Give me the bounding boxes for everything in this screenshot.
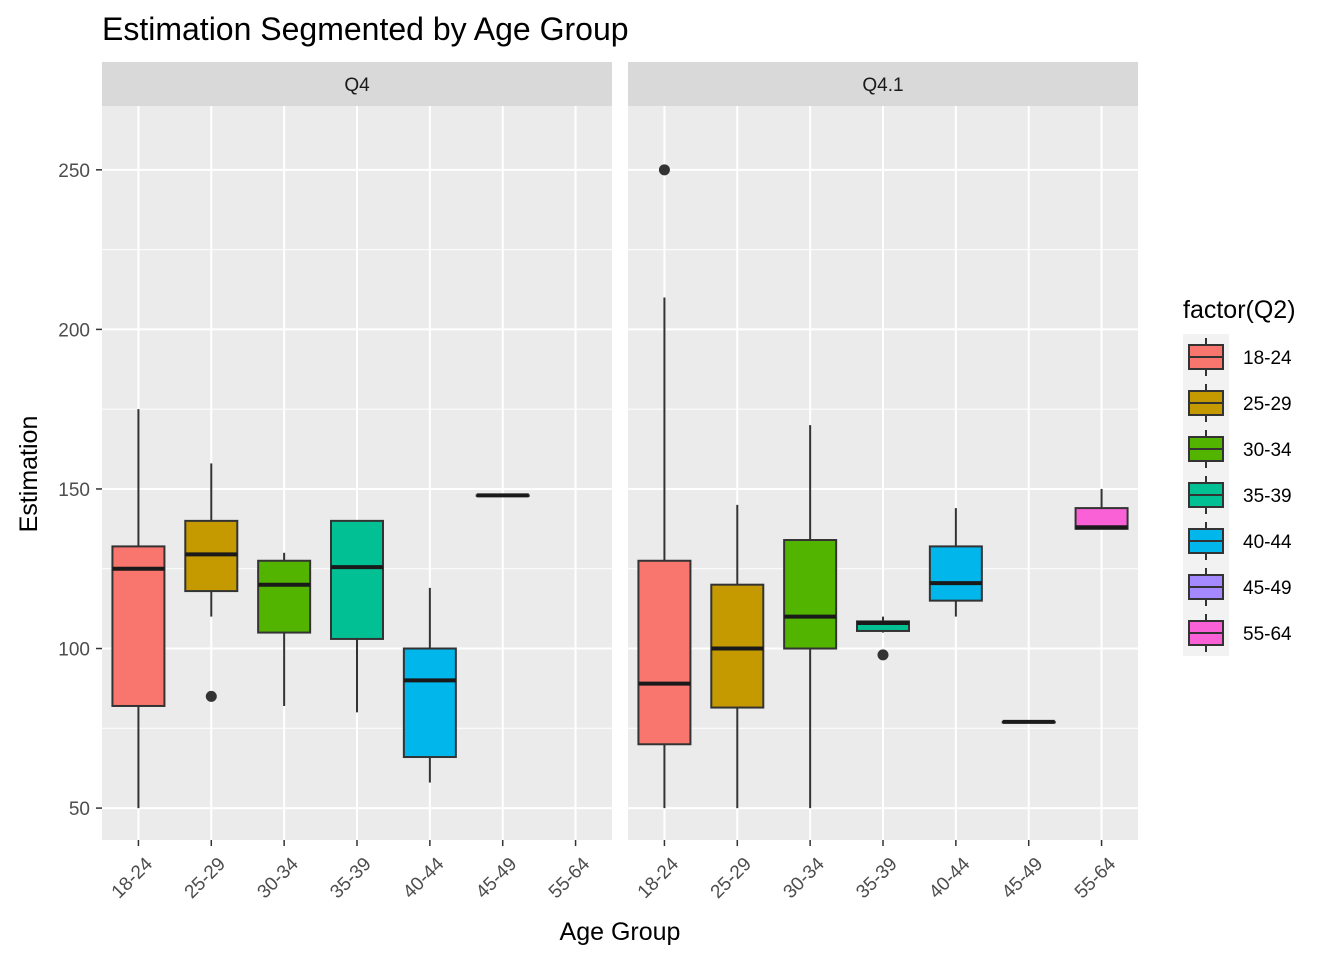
box-55-64	[1074, 488, 1129, 530]
legend-entry-45-49: 45-49	[1188, 568, 1292, 606]
box-body	[928, 545, 983, 602]
box-35-39	[856, 616, 910, 661]
legend-label: 40-44	[1243, 532, 1292, 553]
legend-label: 55-64	[1243, 624, 1292, 645]
box-body	[330, 519, 384, 640]
y-tick-label: 50	[69, 799, 90, 820]
panel-q4-1: Q4.1 18-24 25-29 30-34 35-39 40-44 45-49 55-64	[628, 62, 1138, 903]
x-tick-label: 40-44	[399, 853, 449, 903]
panel-q4: Q4 18-24 25-29 30-34 35-39 40-44 45-49 55-64	[102, 62, 612, 903]
legend-entry-18-24: 18-24	[1188, 338, 1292, 376]
x-tick-label: 35-39	[326, 854, 375, 903]
x-tick-label: 40-44	[925, 853, 975, 903]
legend: 18-24 25-29 30-34 35-39 40-44 45-49 55-64	[1183, 334, 1292, 656]
box-40-44	[928, 508, 983, 617]
outlier-point	[205, 690, 217, 702]
y-tick-label: 250	[58, 161, 90, 182]
chart-title: Estimation Segmented by Age Group	[102, 11, 629, 47]
x-tick-label: 18-24	[108, 853, 158, 903]
legend-title: factor(Q2)	[1183, 296, 1296, 324]
y-tick-label: 100	[58, 640, 90, 661]
y-tick-label: 200	[58, 320, 90, 341]
box-18-24	[637, 164, 692, 809]
legend-label: 30-34	[1243, 440, 1292, 461]
box-body	[111, 545, 166, 707]
x-tick-label: 30-34	[254, 853, 304, 903]
y-axis: 50 100 150 200 250	[58, 161, 102, 820]
strip-label: Q4.1	[862, 75, 903, 96]
x-tick-label: 35-39	[852, 854, 901, 903]
box-45-49	[1001, 719, 1056, 724]
box-45-49	[475, 493, 530, 498]
box-35-39	[330, 519, 384, 713]
legend-label: 35-39	[1243, 486, 1292, 507]
box-body	[637, 559, 692, 746]
legend-entry-25-29: 25-29	[1188, 384, 1292, 422]
box-40-44	[402, 587, 457, 783]
x-tick-label: 30-34	[780, 853, 830, 903]
x-tick-label: 45-49	[998, 854, 1047, 903]
box-body	[783, 539, 838, 650]
x-tick-label: 55-64	[545, 853, 595, 903]
box-body	[710, 583, 765, 709]
box-25-29	[710, 504, 765, 809]
legend-entry-35-39: 35-39	[1188, 476, 1292, 514]
strip-label: Q4	[344, 75, 370, 96]
strip-background	[102, 62, 612, 106]
box-18-24	[111, 409, 166, 809]
x-tick-label: 55-64	[1071, 853, 1121, 903]
legend-label: 45-49	[1243, 578, 1292, 599]
legend-entry-55-64: 55-64	[1188, 614, 1292, 652]
x-tick-label: 25-29	[707, 854, 756, 903]
legend-entry-30-34: 30-34	[1188, 430, 1292, 468]
legend-label: 25-29	[1243, 394, 1292, 415]
x-tick-label: 25-29	[181, 854, 230, 903]
box-25-29	[184, 463, 239, 702]
legend-label: 18-24	[1243, 348, 1292, 369]
box-30-34	[257, 552, 312, 706]
strip-background	[628, 62, 1138, 106]
legend-entry-40-44: 40-44	[1188, 522, 1292, 560]
outlier-point	[658, 164, 670, 176]
box-30-34	[783, 425, 838, 809]
x-tick-label: 45-49	[472, 854, 521, 903]
y-tick-label: 150	[58, 480, 90, 501]
x-tick-label: 18-24	[634, 853, 684, 903]
y-axis-title: Estimation	[15, 416, 43, 533]
box-body	[402, 647, 457, 759]
box-body	[257, 559, 312, 634]
outlier-point	[877, 649, 889, 661]
x-axis-title: Age Group	[560, 918, 681, 946]
